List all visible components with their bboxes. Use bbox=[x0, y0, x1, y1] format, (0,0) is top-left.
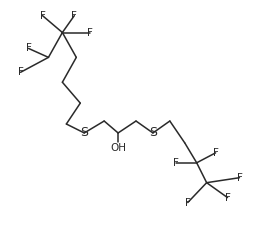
Text: F: F bbox=[236, 173, 242, 183]
Text: F: F bbox=[173, 158, 179, 168]
Text: S: S bbox=[149, 126, 157, 139]
Text: F: F bbox=[185, 197, 191, 208]
Text: F: F bbox=[26, 43, 31, 54]
Text: F: F bbox=[40, 11, 45, 21]
Text: F: F bbox=[225, 192, 230, 203]
Text: S: S bbox=[80, 126, 88, 139]
Text: OH: OH bbox=[110, 143, 126, 153]
Text: F: F bbox=[87, 28, 93, 38]
Text: F: F bbox=[18, 67, 23, 77]
Text: F: F bbox=[71, 11, 77, 21]
Text: F: F bbox=[213, 148, 218, 158]
